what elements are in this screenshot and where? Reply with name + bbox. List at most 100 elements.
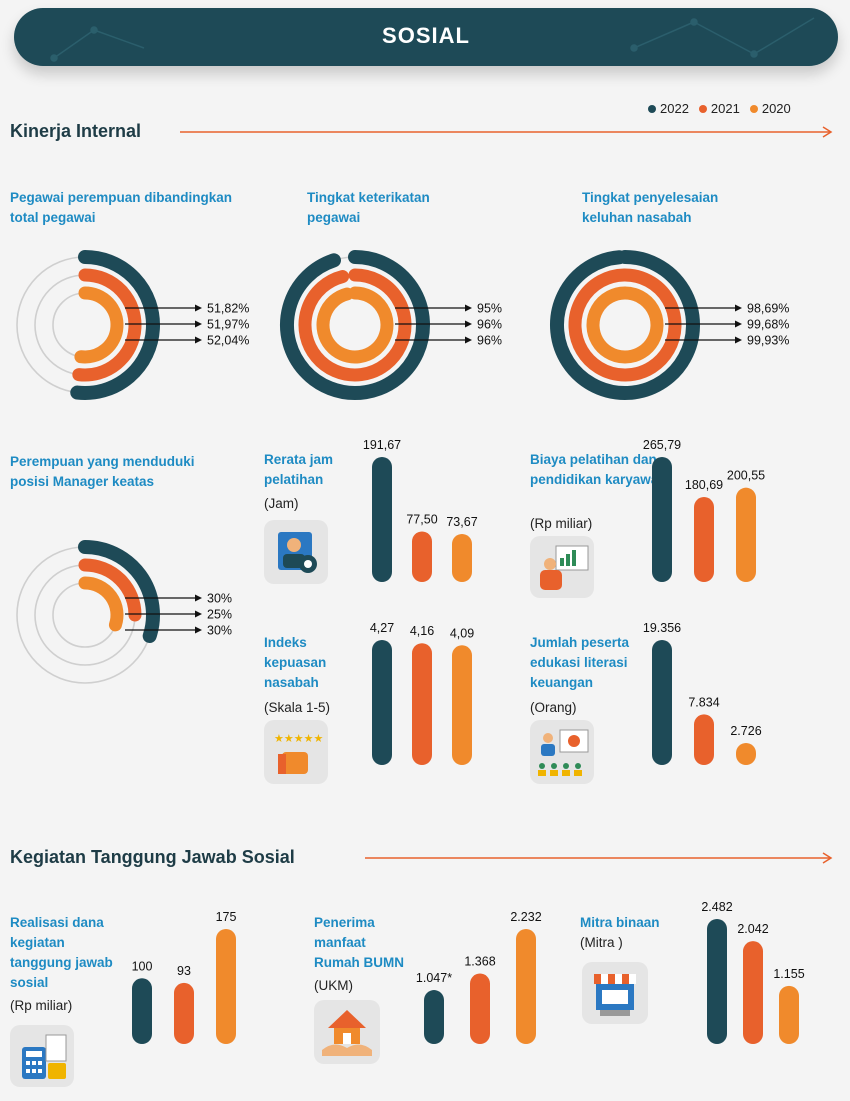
svg-text:★★★★★: ★★★★★ <box>274 733 323 745</box>
data-label-2020: 1.155 <box>773 967 804 981</box>
section-arrow <box>365 852 833 864</box>
data-label-2021: 77,50 <box>406 512 437 526</box>
chart-unit-satisfaction: (Skala 1-5) <box>264 700 331 715</box>
legend-item-2020: 2020 <box>749 101 791 116</box>
pointer-arrowhead <box>465 336 472 344</box>
legend-label: 2022 <box>660 101 689 116</box>
pointer-arrowhead <box>735 336 742 344</box>
bar-2021 <box>174 982 194 1044</box>
house-handshake-icon <box>314 1000 380 1064</box>
data-label-2022: 4,27 <box>370 621 394 635</box>
pointer-arrowhead <box>195 610 202 618</box>
radial-chart-female-employees: 51,82% 51,97% 52,04% <box>16 250 249 400</box>
value-label-2022: 98,69% <box>747 302 789 316</box>
radial-chart-female-managers: 30% 25% 30% <box>16 540 232 684</box>
bar-2020 <box>516 929 536 1044</box>
chart-title-female-managers: Perempuan yang menduduki posisi Manager … <box>10 454 195 489</box>
bar-2020 <box>216 929 236 1044</box>
bar-2021 <box>470 973 490 1044</box>
pointer-arrowhead <box>195 304 202 312</box>
chart-unit-mitra: (Mitra ) <box>580 935 623 950</box>
radial-arc-2021 <box>298 268 412 382</box>
section-arrow <box>180 126 833 138</box>
data-label-2022: 2.482 <box>701 900 732 914</box>
thumbs-up-stars-icon: ★★★★★ <box>264 720 328 784</box>
value-label-2021: 99,68% <box>747 318 789 332</box>
data-label-2020: 4,09 <box>450 626 474 640</box>
radial-arc-2021 <box>72 268 142 382</box>
bar-2020 <box>779 985 799 1044</box>
data-label-2020: 2.232 <box>510 910 541 924</box>
radial-arc-2022 <box>550 250 700 400</box>
radial-chart-engagement: 95% 96% 96% <box>280 250 502 400</box>
bar-2021 <box>694 497 714 582</box>
data-label-2022: 191,67 <box>363 438 401 452</box>
bar-2021 <box>412 643 432 765</box>
data-label-2022: 19.356 <box>643 621 681 635</box>
pointer-arrowhead <box>735 304 742 312</box>
legend-item-2022: 2022 <box>648 101 689 116</box>
chart-unit-csr-fund: (Rp miliar) <box>10 998 73 1013</box>
radial-arc-2022 <box>70 250 160 400</box>
chart-unit-training-hours: (Jam) <box>264 496 299 511</box>
page-title: SOSIAL <box>382 23 470 48</box>
data-label-2022: 265,79 <box>643 438 681 452</box>
bar-2021 <box>694 714 714 765</box>
bar-chart-literacy: 19.356 7.834 2.726 <box>643 621 762 765</box>
store-icon <box>582 962 648 1024</box>
radial-arc-2020 <box>74 286 124 364</box>
bar-chart-training-cost: 265,79 180,69 200,55 <box>643 438 765 582</box>
radial-arc-2020 <box>78 576 124 632</box>
chart-title-female-employees: Pegawai perempuan dibandingkan total peg… <box>10 190 233 225</box>
bar-chart-mitra: 2.482 2.042 1.155 <box>701 900 805 1044</box>
bar-2020 <box>736 487 756 582</box>
legend-dot <box>648 104 656 113</box>
bar-2020 <box>736 743 756 765</box>
chart-title-csr-fund: Realisasi dana kegiatan tanggung jawab s… <box>10 915 113 990</box>
pointer-arrowhead <box>195 320 202 328</box>
data-label-2022: 1.047* <box>416 971 452 985</box>
value-label-2021: 25% <box>207 608 232 622</box>
audience-seminar-icon <box>530 720 594 784</box>
bar-2022 <box>424 990 444 1044</box>
chart-title-mitra: Mitra binaan <box>580 915 660 930</box>
bar-chart-rumah-bumn: 1.047* 1.368 2.232 <box>416 910 542 1044</box>
bar-2022 <box>372 457 392 582</box>
data-label-2020: 175 <box>216 910 237 924</box>
value-label-2022: 51,82% <box>207 302 249 316</box>
data-label-2021: 180,69 <box>685 478 723 492</box>
chart-unit-literacy: (Orang) <box>530 700 577 715</box>
data-label-2021: 1.368 <box>464 955 495 969</box>
data-label-2022: 100 <box>132 959 153 973</box>
section-title-csr: Kegiatan Tanggung Jawab Sosial <box>10 847 295 867</box>
bar-chart-csr-fund: 100 93 175 <box>132 910 237 1044</box>
pointer-arrowhead <box>465 304 472 312</box>
trainer-icon <box>264 520 328 584</box>
radial-arc-2022 <box>280 250 430 400</box>
pointer-arrowhead <box>735 320 742 328</box>
bar-2020 <box>452 533 472 582</box>
chart-unit-rumah-bumn: (UKM) <box>314 978 353 993</box>
chart-unit-training-cost: (Rp miliar) <box>530 516 593 531</box>
bar-chart-satisfaction: 4,27 4,16 4,09 <box>370 621 474 765</box>
presentation-icon <box>530 536 594 598</box>
radial-arc-2021 <box>568 268 682 382</box>
radial-arc-2020 <box>586 286 664 364</box>
legend-label: 2021 <box>710 101 740 116</box>
chart-title-literacy: Jumlah peserta edukasi literasi keuangan <box>530 635 630 690</box>
network-decoration-icon <box>50 17 815 62</box>
value-label-2022: 95% <box>477 302 502 316</box>
bar-2022 <box>372 640 392 765</box>
bar-2022 <box>652 457 672 582</box>
data-label-2021: 7.834 <box>688 695 719 709</box>
legend-dot <box>749 104 758 113</box>
pointer-arrowhead <box>195 336 202 344</box>
chart-title-satisfaction: Indeks kepuasan nasabah <box>264 635 327 690</box>
radial-arc-2021 <box>78 558 142 622</box>
bar-2022 <box>132 978 152 1044</box>
value-label-2021: 96% <box>477 318 502 332</box>
legend: 2022 2021 2020 <box>648 101 791 116</box>
data-label-2021: 2.042 <box>737 922 768 936</box>
value-label-2022: 30% <box>207 592 232 606</box>
radial-chart-complaint: 98,69% 99,68% 99,93% <box>550 250 789 400</box>
